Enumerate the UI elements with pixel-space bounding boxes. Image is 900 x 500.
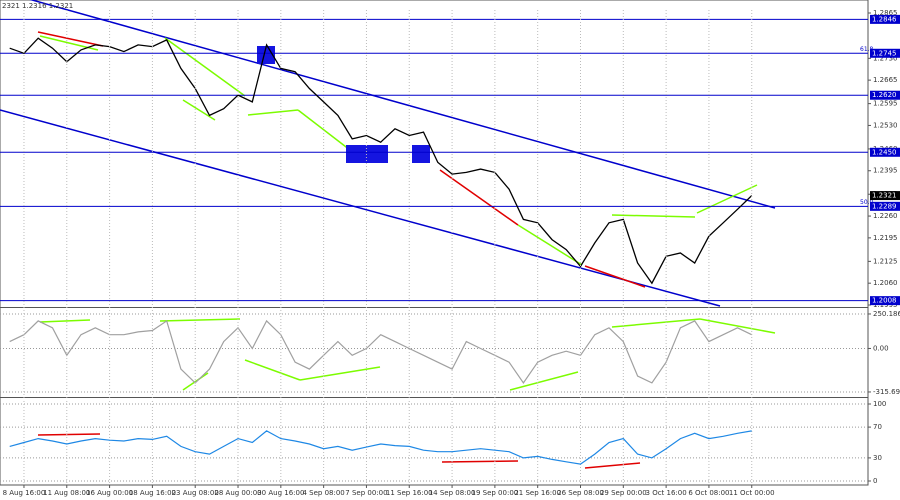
- x-tick-label: 26 Sep 08:00: [557, 489, 604, 497]
- fib-label: 61.8: [860, 46, 874, 53]
- y-tick-label: -315.698: [873, 388, 900, 396]
- divergence-line: [164, 37, 246, 97]
- y-tick-label: 1.2665: [873, 76, 898, 84]
- divergence-line: [37, 433, 101, 436]
- level-label-box: [870, 147, 900, 157]
- divergence-line: [699, 318, 776, 334]
- x-tick-label: 18 Aug 16:00: [129, 489, 176, 497]
- level-label: 1.2745: [872, 49, 897, 57]
- x-tick-label: 21 Sep 16:00: [514, 489, 561, 497]
- level-label: 1.2620: [872, 91, 897, 99]
- y-tick-label: 1.2060: [873, 279, 898, 287]
- series-line: [9, 37, 753, 285]
- level-label-box: [870, 14, 900, 24]
- y-tick-label: 1.2730: [873, 54, 898, 62]
- level-label-box: [870, 296, 900, 306]
- last-price-label: 1.2321: [872, 192, 897, 200]
- y-tick-label: 0: [873, 477, 877, 485]
- chart-title: 2321 1.2316 1.2321: [2, 2, 73, 10]
- y-tick-label: 1.2260: [873, 212, 898, 220]
- divergence-line: [182, 99, 216, 121]
- level-label-box: [870, 201, 900, 211]
- x-tick-label: 30 Aug 16:00: [257, 489, 304, 497]
- level-label: 1.2846: [872, 15, 897, 23]
- y-tick-label: 30: [873, 454, 882, 462]
- divergence-line: [584, 462, 641, 469]
- x-tick-label: 6 Oct 08:00: [688, 489, 729, 497]
- channel-line: [29, 0, 776, 209]
- divergence-line: [509, 371, 579, 391]
- x-tick-label: 3 Oct 16:00: [646, 489, 687, 497]
- divergence-line: [299, 366, 381, 381]
- divergence-line: [696, 184, 758, 214]
- y-tick-label: 250.1868: [873, 310, 900, 318]
- x-tick-label: 19 Sep 00:00: [472, 489, 519, 497]
- divergence-line: [611, 214, 696, 218]
- annotations: [0, 0, 776, 469]
- level-label: 1.2450: [872, 148, 897, 156]
- divergence-line: [159, 318, 241, 322]
- y-tick-label: 1.2195: [873, 234, 898, 242]
- x-tick-label: 11 Sep 16:00: [386, 489, 433, 497]
- y-tick-label: 1.2125: [873, 257, 898, 265]
- y-tick-label: 70: [873, 423, 882, 431]
- x-tick-label: 8 Aug 16:00: [3, 489, 46, 497]
- divergence-line: [37, 31, 104, 47]
- x-tick-label: 11 Aug 08:00: [43, 489, 90, 497]
- fib-label: 50.0: [860, 199, 874, 206]
- x-tick-label: 23 Aug 08:00: [172, 489, 219, 497]
- x-tick-label: 7 Sep 00:00: [345, 489, 387, 497]
- y-tick-label: 0.00: [873, 344, 889, 352]
- divergence-line: [247, 109, 299, 116]
- y-tick-label: 1.2865: [873, 9, 898, 17]
- x-tick-label: 28 Aug 00:00: [214, 489, 261, 497]
- divergence-line: [244, 359, 301, 381]
- y-tick-label: 1.2595: [873, 100, 898, 108]
- divergence-line: [517, 224, 583, 266]
- series-line: [9, 430, 752, 465]
- divergence-line: [611, 318, 701, 328]
- divergence-line: [182, 372, 209, 391]
- x-tick-label: 16 Aug 00:00: [86, 489, 133, 497]
- x-tick-label: 11 Oct 00:00: [729, 489, 775, 497]
- level-label: 1.2008: [872, 297, 897, 305]
- y-tick-label: 1.2530: [873, 121, 898, 129]
- x-tick-label: 29 Sep 00:00: [600, 489, 647, 497]
- divergence-line: [441, 460, 519, 463]
- x-tick-label: 4 Sep 08:00: [302, 489, 344, 497]
- y-tick-label: 1.2395: [873, 167, 898, 175]
- level-label: 1.2289: [872, 202, 897, 210]
- level-label-box: [870, 90, 900, 100]
- signal-box: [412, 145, 430, 163]
- series-line: [9, 319, 752, 384]
- level-label-box: [870, 48, 900, 58]
- plot-frame: [0, 0, 869, 486]
- last-price-box: [870, 191, 900, 201]
- divergence-line: [439, 169, 519, 226]
- y-tick-label: 100: [873, 400, 886, 408]
- divergence-line: [584, 265, 646, 288]
- x-tick-label: 14 Sep 08:00: [429, 489, 476, 497]
- signal-box: [346, 145, 388, 163]
- divergence-line: [39, 319, 91, 323]
- channel-line: [0, 109, 721, 307]
